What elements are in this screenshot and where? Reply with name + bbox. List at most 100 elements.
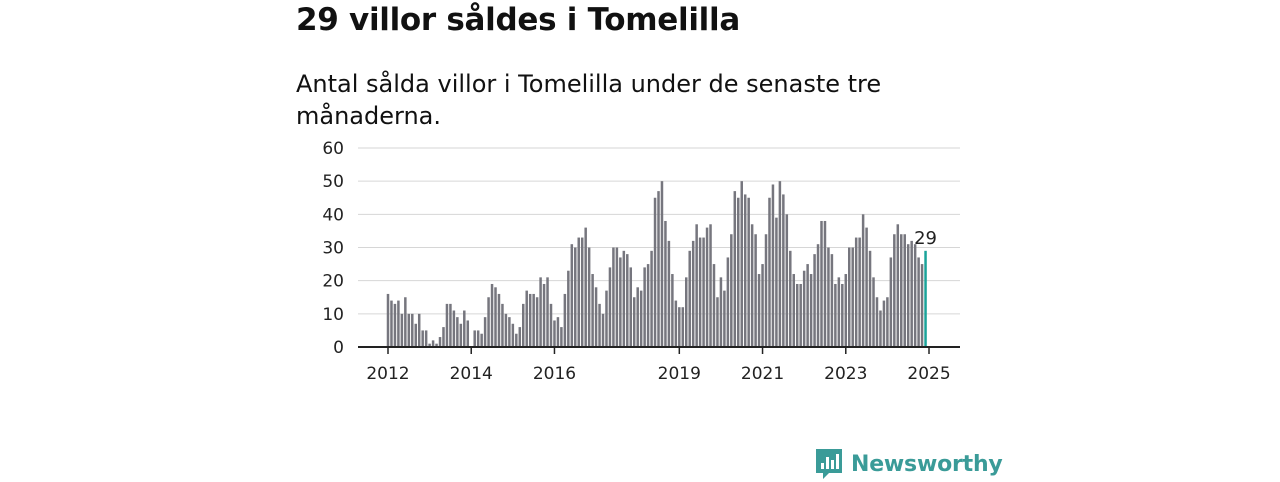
- bar: [508, 317, 511, 347]
- bar: [750, 224, 754, 347]
- bar: [844, 274, 848, 347]
- bar: [407, 313, 411, 347]
- bar: [719, 277, 723, 347]
- bar: [705, 227, 709, 347]
- bar: [515, 333, 518, 347]
- bar: [709, 224, 712, 347]
- bar: [483, 317, 487, 347]
- bar: [830, 254, 834, 347]
- bar: [671, 274, 674, 347]
- bar: [438, 337, 442, 347]
- bar: [456, 317, 459, 347]
- bar: [854, 237, 858, 347]
- bar: [834, 283, 837, 347]
- bar: [445, 303, 449, 347]
- bar: [421, 330, 424, 347]
- bar: [504, 313, 508, 347]
- bar: [431, 340, 435, 347]
- bar: [723, 290, 726, 347]
- bar: [920, 264, 924, 347]
- bar: [726, 257, 730, 347]
- bar: [886, 297, 889, 347]
- bar: [789, 250, 792, 347]
- bar: [875, 297, 879, 347]
- bar: [841, 283, 844, 347]
- bar: [587, 247, 591, 347]
- newsworthy-brand: Newsworthy: [814, 446, 1003, 482]
- bar: [522, 303, 525, 347]
- y-tick-label: 40: [322, 205, 344, 225]
- bar: [414, 323, 417, 347]
- bar: [816, 244, 820, 347]
- bar: [643, 267, 646, 347]
- bar: [390, 300, 393, 347]
- bar: [657, 191, 660, 347]
- bar: [882, 300, 886, 347]
- bar: [861, 214, 865, 347]
- y-tick-label: 60: [322, 139, 344, 159]
- bar: [733, 191, 737, 347]
- bar: [650, 250, 653, 347]
- bar: [688, 250, 691, 347]
- x-axis: [358, 346, 960, 354]
- bar: [879, 310, 882, 347]
- bar: [757, 274, 761, 347]
- bar: [764, 234, 768, 347]
- bar: [802, 270, 806, 347]
- bar: [497, 293, 501, 347]
- bar: [806, 264, 809, 347]
- bar: [490, 283, 494, 347]
- x-tick-label: 2014: [450, 364, 493, 384]
- bar: [608, 267, 612, 347]
- bar: [678, 307, 681, 347]
- bar: [424, 330, 428, 347]
- last-value-label: 29: [914, 228, 937, 249]
- bar: [799, 283, 802, 347]
- bar: [660, 181, 664, 347]
- bar: [594, 287, 598, 347]
- bar: [435, 343, 438, 347]
- bar: [639, 290, 643, 347]
- bar: [546, 277, 549, 347]
- bar: [400, 313, 404, 347]
- bar: [893, 234, 896, 347]
- bar: [809, 274, 813, 347]
- bar: [525, 290, 528, 347]
- bar: [702, 237, 705, 347]
- bar: [667, 240, 671, 347]
- bar: [386, 293, 390, 347]
- bar: [848, 247, 851, 347]
- bar: [629, 267, 633, 347]
- x-tick-label: 2021: [741, 364, 784, 384]
- x-tick-label: 2023: [824, 364, 867, 384]
- bar: [674, 300, 678, 347]
- bar: [528, 293, 532, 347]
- bar: [626, 254, 629, 347]
- brand-name: Newsworthy: [851, 451, 1003, 477]
- newsworthy-logo-icon: [816, 449, 842, 479]
- bar: [851, 247, 854, 347]
- bar: [771, 184, 775, 347]
- bar: [792, 274, 796, 347]
- y-tick-label: 50: [322, 172, 344, 192]
- bar: [598, 303, 601, 347]
- bar: [480, 333, 483, 347]
- bar: [754, 234, 757, 347]
- bar: [664, 220, 667, 347]
- bar: [417, 313, 421, 347]
- bar: [411, 313, 414, 347]
- bar: [695, 224, 698, 347]
- bar: [858, 237, 861, 347]
- bar-highlight: [924, 250, 927, 347]
- bar: [511, 323, 515, 347]
- chart-subtitle: Antal sålda villor i Tomelilla under de …: [296, 70, 882, 130]
- bar: [685, 277, 688, 347]
- bar: [636, 287, 639, 347]
- chart-title: 29 villor såldes i Tomelilla: [296, 2, 740, 38]
- bar: [567, 270, 570, 347]
- bar: [473, 330, 476, 347]
- bar: [570, 244, 574, 347]
- bar: [827, 247, 830, 347]
- bar: [549, 303, 553, 347]
- bar: [782, 194, 785, 347]
